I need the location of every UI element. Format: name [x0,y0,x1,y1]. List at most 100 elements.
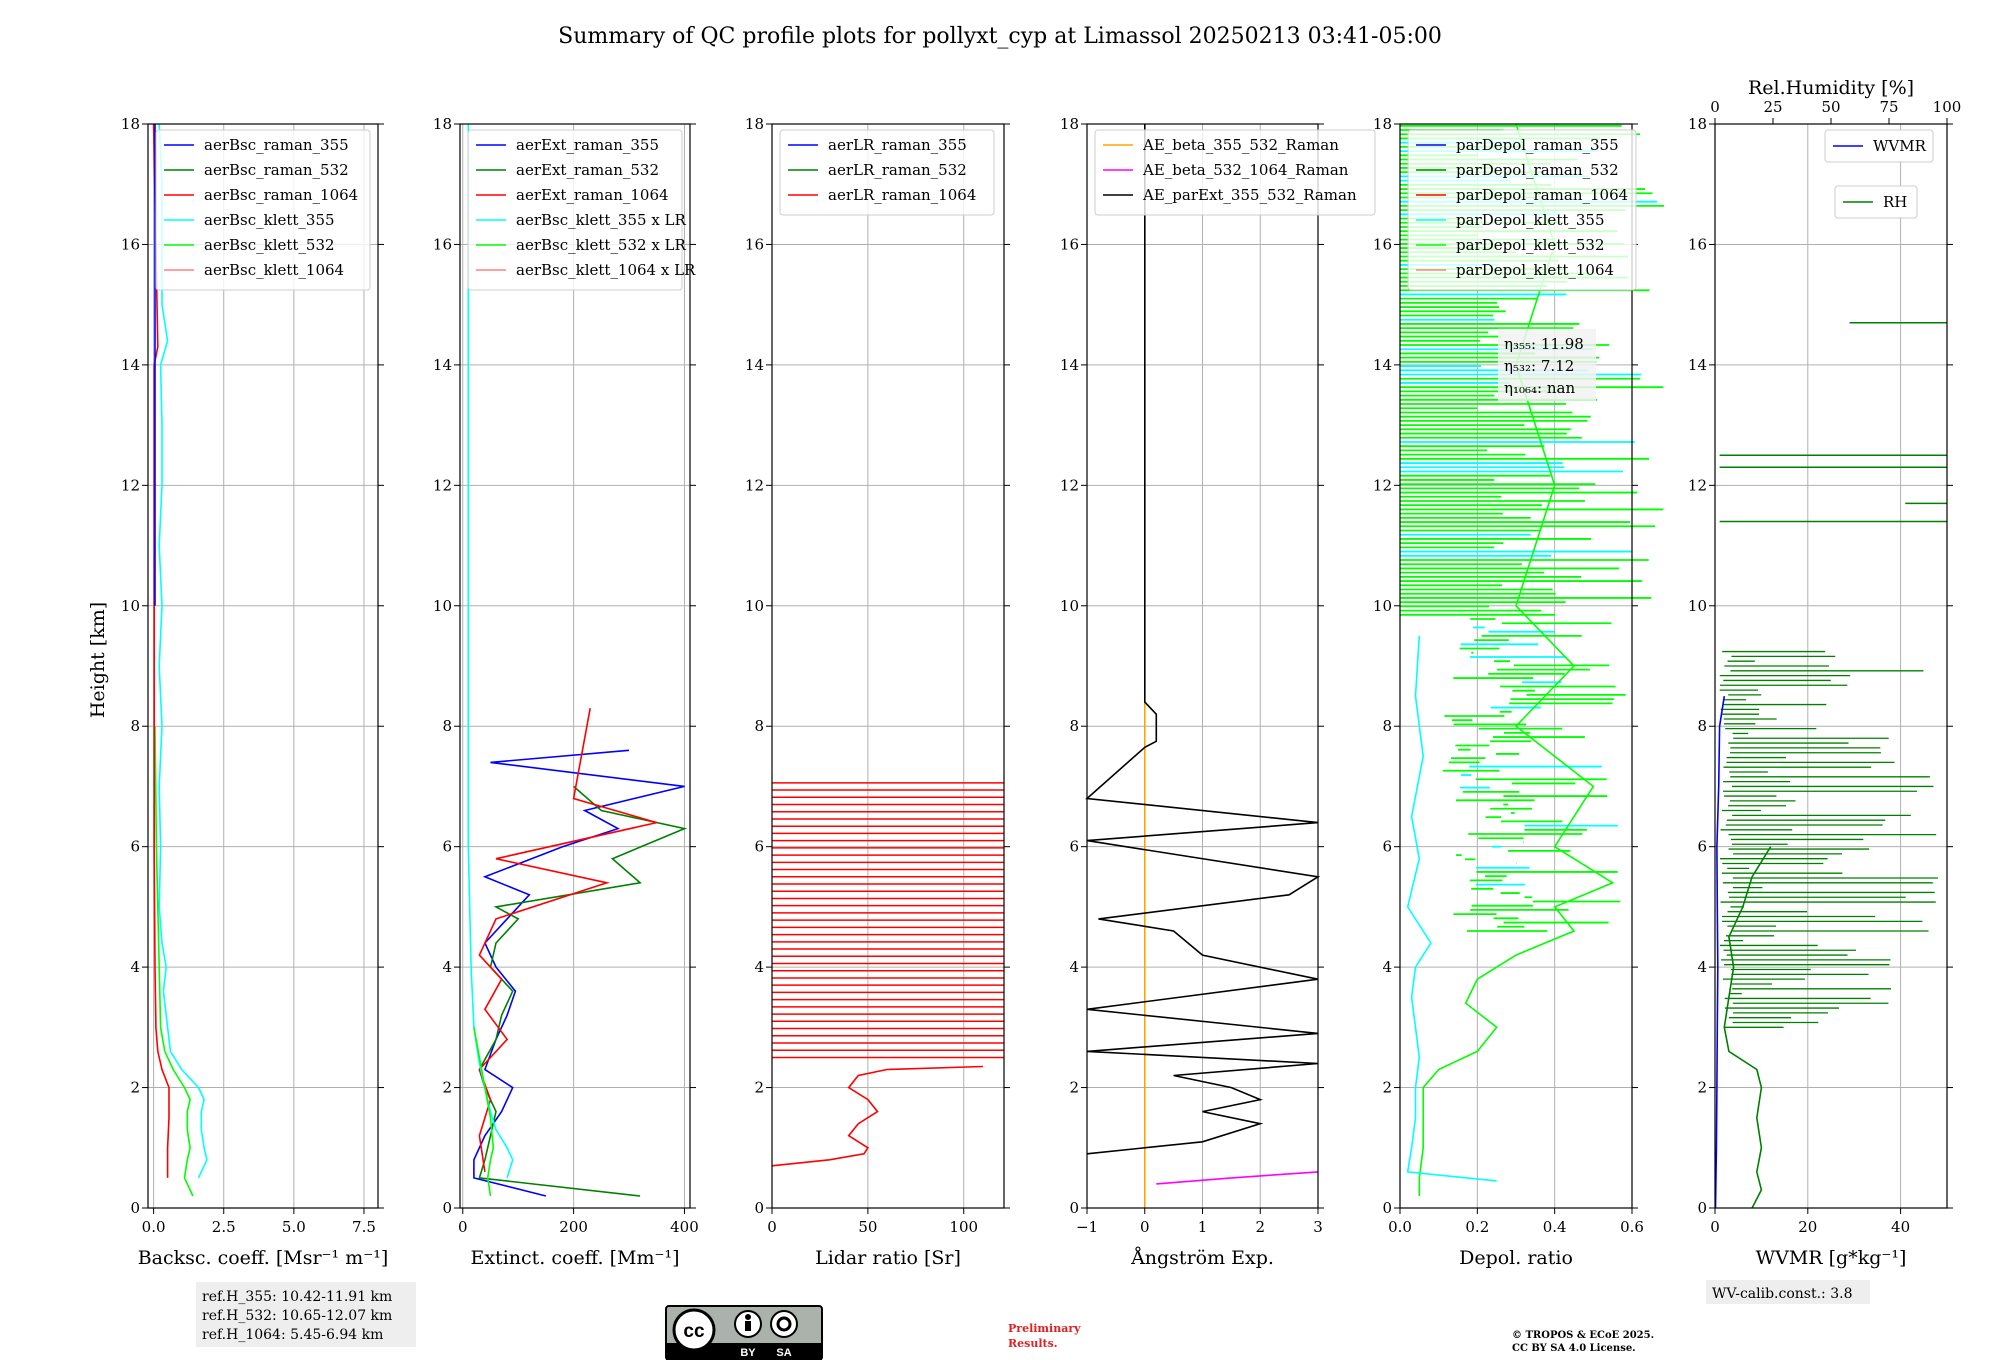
y-tick-label: 10 [121,597,140,615]
legend-box-rh [1834,185,1918,219]
copyright-text-2: CC BY SA 4.0 License. [1512,1343,1636,1354]
y-tick-label: 4 [1382,958,1392,976]
y-tick-label: 6 [754,838,764,856]
y-tick-label: 18 [745,115,764,133]
y-tick-label: 8 [754,717,764,735]
series-aerBsc_klett_532 x LR [473,1027,495,1197]
y-tick-label: 16 [1688,235,1707,253]
y-tick-label: 6 [130,838,140,856]
y-tick-label: 0 [1697,1199,1707,1217]
x-tick-label: 200 [559,1218,588,1236]
cc-logo-text: cc [683,1321,705,1342]
y-tick-label: 14 [1373,356,1392,374]
eta-label: η₅₃₂: 7.12 [1504,357,1574,375]
preliminary-text-2: Results. [1008,1337,1058,1350]
series-aerLR_raman_1064 [771,1065,983,1167]
panel-ext: 0 200 400 0 2 4 6 8 10 12 14 16 18 Extinct. coeff. [M… [433,115,699,1269]
y-axis-label: Height [km] [87,602,109,718]
top-x-tick-label: 0 [1710,98,1720,116]
y-tick-label: 0 [130,1199,140,1217]
y-tick-label: 6 [1382,838,1392,856]
top-x-tick-label: 25 [1763,98,1782,116]
panel-bsc: 0.0 2.5 5.0 7.5 0 2 4 6 8 10 12 14 16 18 Backsc. coeff… [121,115,388,1269]
y-tick-label: 2 [130,1079,140,1097]
x-tick-label: 2.5 [212,1218,236,1236]
y-tick-label: 12 [1060,476,1079,494]
y-tick-label: 0 [754,1199,764,1217]
legend-label: parDepol_klett_355 [1456,211,1605,229]
y-tick-label: 2 [442,1079,452,1097]
x-tick-label: 2 [1255,1218,1265,1236]
copyright-text-1: © TROPOS & ECoE 2025. [1512,1330,1654,1341]
x-axis-label-dep: Depol. ratio [1459,1247,1573,1269]
top-x-tick-label: 50 [1821,98,1840,116]
y-tick-label: 16 [745,235,764,253]
legend-label: aerExt_raman_532 [516,161,659,179]
cc-icon [672,1308,716,1352]
legend-label: AE_parExt_355_532_Raman [1142,186,1357,204]
x-tick-label: 0 [767,1218,777,1236]
y-tick-label: 4 [754,958,764,976]
x-axis-label-ext: Extinct. coeff. [Mm⁻¹] [470,1247,679,1269]
chart-title: Summary of QC profile plots for pollyxt_… [558,24,1442,49]
y-tick-label: 8 [1697,717,1707,735]
x-axis-label-ae: Ångström Exp. [1130,1247,1274,1269]
legend-box [1407,129,1637,291]
y-tick-label: 16 [1060,235,1079,253]
x-axis-label-wv: WVMR [g*kg⁻¹] [1756,1247,1907,1269]
x-tick-label: 20 [1798,1218,1817,1236]
panel-dep: 0.0 0.2 0.4 0.6 0 2 4 6 8 10 12 14 16 18 Depol. ratio p… [1373,115,1665,1269]
x-tick-label: −1 [1076,1218,1098,1236]
x-tick-label: 0.4 [1543,1218,1567,1236]
x-axis-label-lr: Lidar ratio [Sr] [815,1247,961,1269]
legend-label: parDepol_raman_532 [1456,161,1619,179]
y-tick-label: 0 [442,1199,452,1217]
y-tick-label: 18 [1688,115,1707,133]
legend-label: aerBsc_klett_355 x LR [516,211,687,229]
series-AE_parExt_355_532_Raman [1085,124,1321,1155]
legend-label: AE_beta_355_532_Raman [1142,136,1339,154]
y-tick-label: 4 [1697,958,1707,976]
y-tick-label: 4 [130,958,140,976]
x-tick-label: 0.0 [142,1218,166,1236]
series-aerExt_raman_355 [473,749,685,1197]
series-parDepol_klett_532 [1418,123,1615,1196]
legend-label: aerLR_raman_532 [828,161,967,179]
legend-label: aerBsc_klett_1064 [204,261,344,279]
legend-label: AE_beta_532_1064_Raman [1142,161,1349,179]
x-tick-label: 1 [1198,1218,1208,1236]
y-tick-label: 0 [1069,1199,1079,1217]
legend-label: aerExt_raman_1064 [516,186,669,204]
y-tick-label: 18 [1060,115,1079,133]
y-tick-label: 8 [1382,717,1392,735]
refH-355-text: ref.H_355: 10.42-11.91 km [202,1289,392,1305]
legend-label: parDepol_raman_1064 [1456,186,1628,204]
y-tick-label: 2 [1069,1079,1079,1097]
y-tick-label: 12 [1688,476,1707,494]
legend-label: parDepol_raman_355 [1456,136,1619,154]
y-tick-label: 16 [433,235,452,253]
legend-label: aerBsc_raman_532 [204,161,349,179]
y-tick-label: 14 [745,356,764,374]
y-tick-label: 12 [121,476,140,494]
y-tick-label: 2 [1697,1079,1707,1097]
x-tick-label: 40 [1891,1218,1910,1236]
series-aerBsc_klett_355 x LR [467,124,514,1179]
legend-label: aerBsc_raman_1064 [204,186,358,204]
legend-box-wvmr [1824,129,1934,163]
axes-frame [459,123,691,1209]
x-axis-label-bsc: Backsc. coeff. [Msr⁻¹ m⁻¹] [138,1247,389,1269]
series-aerExt_raman_1064 [478,708,657,1173]
y-tick-label: 14 [433,356,452,374]
y-tick-label: 6 [442,838,452,856]
top-x-tick-label: 100 [1933,98,1962,116]
legend-box [779,129,995,216]
preliminary-text-1: Preliminary [1008,1322,1081,1335]
cc-by-label: BY [740,1347,756,1359]
x-tick-label: 0.2 [1465,1218,1489,1236]
y-tick-label: 6 [1069,838,1079,856]
series-WVMR [1714,695,1726,1209]
axes-frame [147,123,379,1209]
legend-label: aerBsc_klett_1064 x LR [516,261,696,279]
legend-label: aerBsc_raman_355 [204,136,349,154]
